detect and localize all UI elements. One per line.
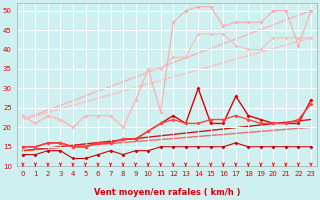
X-axis label: Vent moyen/en rafales ( km/h ): Vent moyen/en rafales ( km/h ) bbox=[94, 188, 240, 197]
